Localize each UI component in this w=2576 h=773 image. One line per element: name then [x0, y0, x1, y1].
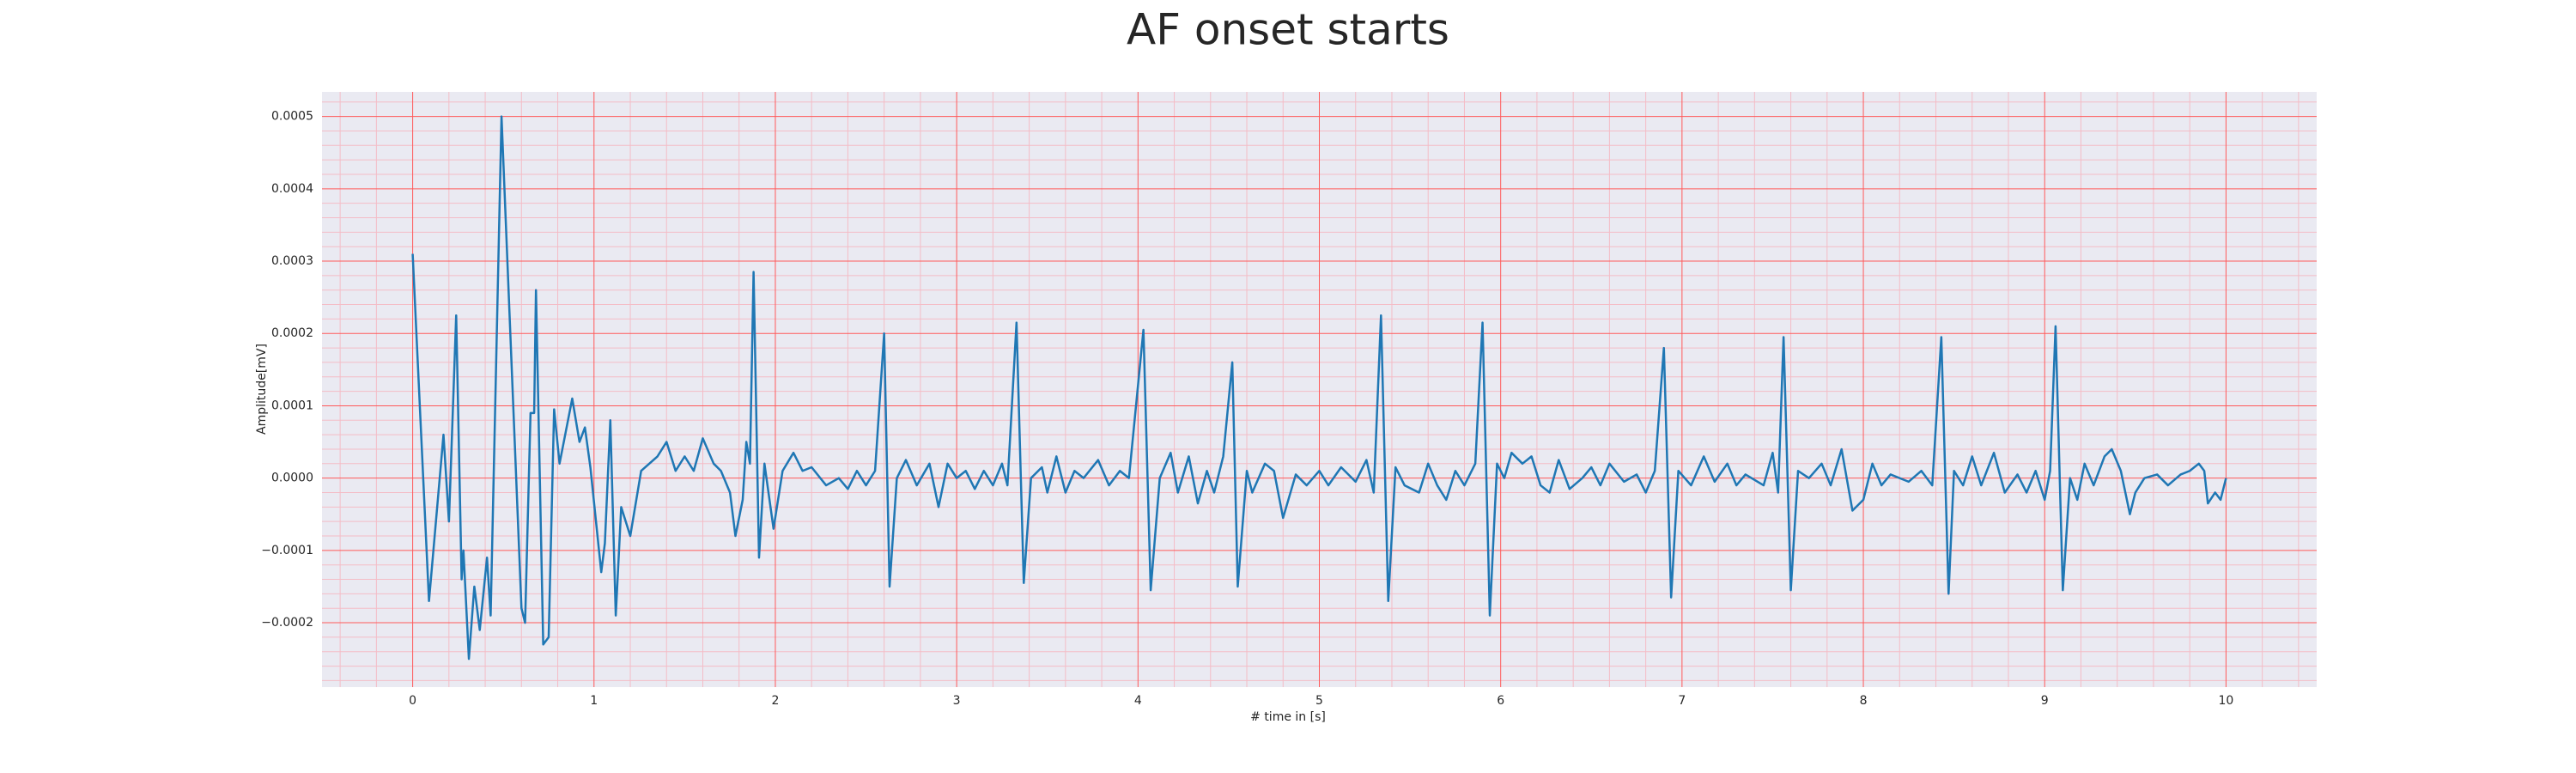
- x-tick-label: 5: [1315, 694, 1323, 708]
- y-tick-label: 0.0004: [271, 182, 313, 196]
- signal-line: [411, 115, 2227, 660]
- x-tick-label: 7: [1678, 694, 1686, 708]
- x-tick-label: 2: [771, 694, 779, 708]
- x-tick-label: 8: [1860, 694, 1868, 708]
- x-tick-label: 9: [2041, 694, 2049, 708]
- x-tick-label: 1: [590, 694, 598, 708]
- x-tick-label: 6: [1497, 694, 1504, 708]
- y-tick-label: −0.0001: [261, 544, 313, 557]
- y-tick-label: 0.0003: [271, 254, 313, 268]
- y-tick-label: 0.0000: [271, 472, 313, 485]
- chart-title: AF onset starts: [1127, 5, 1449, 55]
- y-tick-label: 0.0005: [271, 110, 313, 124]
- x-tick-label: 0: [409, 694, 416, 708]
- y-tick-label: 0.0002: [271, 326, 313, 340]
- x-tick-label: 10: [2218, 694, 2233, 708]
- x-axis-label: # time in [s]: [1250, 710, 1326, 724]
- x-tick-label: 3: [953, 694, 961, 708]
- y-axis-label: Amplitude[mV]: [255, 344, 269, 435]
- y-tick-label: −0.0002: [261, 616, 313, 630]
- y-tick-label: 0.0001: [271, 399, 313, 412]
- x-tick-label: 4: [1134, 694, 1142, 708]
